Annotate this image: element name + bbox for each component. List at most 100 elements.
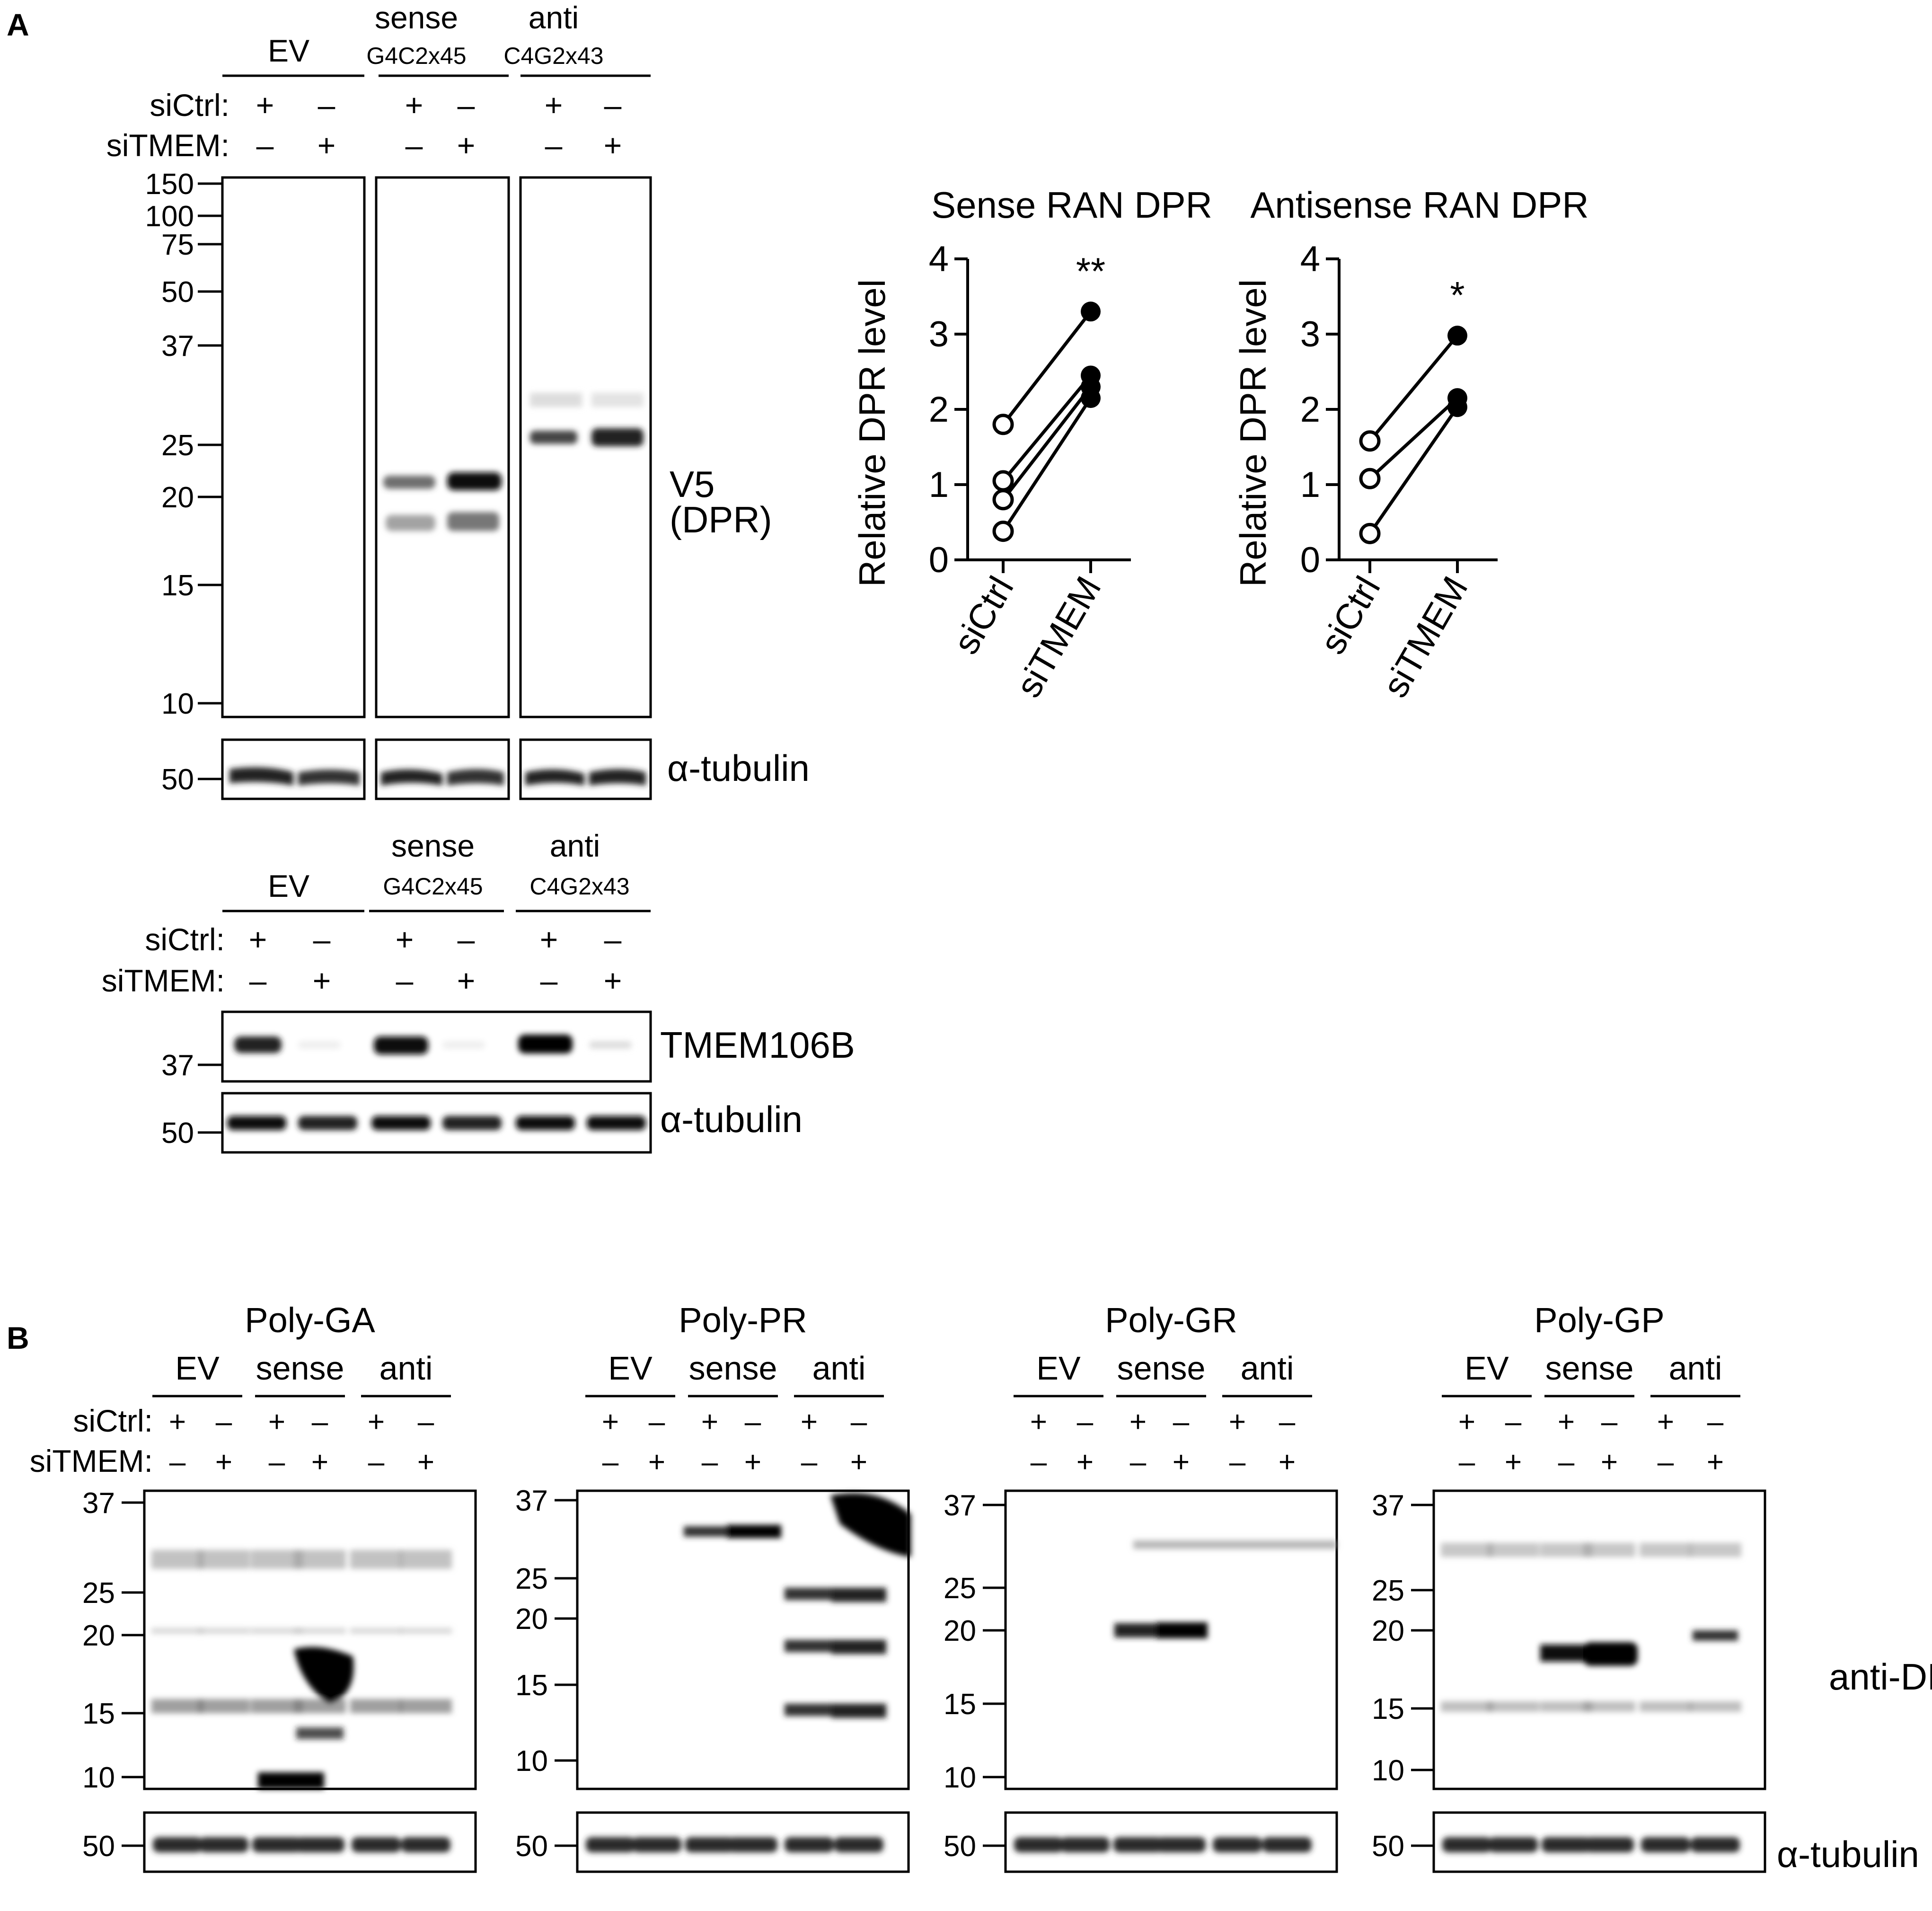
group-label: sense: [689, 1350, 777, 1387]
sign: +: [744, 1446, 761, 1478]
blot-bands: [151, 1550, 452, 1789]
mw-marker: 37: [161, 330, 194, 363]
mw-marker: 15: [944, 1688, 976, 1721]
mw-marker: 20: [944, 1615, 976, 1647]
sign: –: [406, 128, 423, 163]
paired-sample: [992, 388, 1101, 542]
mw-marker: 15: [161, 569, 194, 602]
paired-sample: [1359, 326, 1467, 452]
pair-line: [1002, 397, 1092, 532]
group-label: EV: [1036, 1350, 1081, 1387]
y-tick-label: 1: [929, 465, 949, 505]
tubulin-bands: [586, 1837, 883, 1852]
y-tick-label: 3: [1300, 314, 1320, 354]
mw-marker: 25: [515, 1563, 548, 1595]
mw-marker: 100: [145, 200, 194, 233]
sign: +: [1030, 1406, 1047, 1438]
tubulin-mw: 50: [944, 1830, 976, 1863]
group-label: anti: [379, 1350, 433, 1387]
group-sublabel-sense: G4C2x45: [383, 873, 483, 900]
group-sublabel-anti: C4G2x43: [529, 873, 629, 900]
mw-marker: 20: [1372, 1615, 1404, 1647]
tubulin-mw: 50: [515, 1830, 548, 1863]
panel-a-letter: A: [7, 7, 29, 42]
pair-line: [1368, 397, 1459, 480]
group-sublabel-anti: C4G2x43: [503, 43, 603, 69]
sign: –: [602, 1446, 619, 1478]
sign: –: [312, 1406, 328, 1438]
sictrl-point: [992, 414, 1014, 435]
group-label-sense: sense: [391, 828, 475, 863]
sign: +: [405, 88, 423, 123]
mw-marker: 37: [82, 1487, 115, 1520]
mw-marker: 15: [82, 1698, 115, 1730]
mw-marker: 25: [944, 1572, 976, 1605]
y-tick-label: 0: [1300, 540, 1320, 580]
tubulin-mw: 50: [161, 763, 194, 796]
tubulin-label: α-tubulin: [667, 747, 810, 789]
sign: +: [801, 1406, 818, 1438]
sign: –: [1031, 1446, 1047, 1478]
blot-bands: [1441, 1543, 1741, 1712]
sign: +: [313, 963, 331, 998]
sign: +: [1707, 1446, 1724, 1478]
sign: +: [169, 1406, 186, 1438]
blot-bands: [1114, 1540, 1337, 1638]
mw-marker: 50: [161, 276, 194, 309]
blot-bands: [684, 1493, 911, 1718]
sign: +: [457, 963, 476, 998]
sign: +: [1601, 1446, 1618, 1478]
chart-sense-ran-dpr: Sense RAN DPR Relative DPR level 0 1 2 3 4 si…: [851, 184, 1212, 704]
sitmem-point: [1447, 397, 1467, 417]
tubulin-bands: [1014, 1837, 1312, 1852]
mw-marker: 10: [944, 1761, 976, 1794]
chart-title: Sense RAN DPR: [931, 184, 1212, 226]
sign: +: [850, 1446, 867, 1478]
sign: –: [418, 1406, 434, 1438]
v5-label: V5: [670, 463, 715, 505]
blot-title: Poly-GA: [245, 1301, 375, 1340]
mw-marker: 25: [82, 1577, 115, 1610]
tubulin-mw: 50: [1372, 1830, 1404, 1863]
y-tick-label: 3: [929, 314, 949, 354]
sign: –: [702, 1446, 718, 1478]
sitmem-point: [1081, 388, 1101, 408]
sign: +: [1076, 1446, 1094, 1478]
sign: –: [801, 1446, 818, 1478]
sign: –: [169, 1446, 186, 1478]
tubulin-blot-1: 50: [161, 738, 652, 800]
group-label: sense: [1545, 1350, 1634, 1387]
sign: +: [1279, 1446, 1296, 1478]
sign: +: [368, 1406, 385, 1438]
panel-b-letter: B: [7, 1320, 29, 1355]
mw-marker: 37: [944, 1489, 976, 1522]
sictrl-point: [992, 521, 1014, 542]
pair-line: [1002, 386, 1092, 501]
group-label-anti: anti: [550, 828, 600, 863]
sign: –: [649, 1406, 665, 1438]
group-label: anti: [1669, 1350, 1722, 1387]
sign: +: [215, 1446, 232, 1478]
sign: +: [540, 922, 558, 957]
mw-marker: 10: [161, 688, 194, 720]
sign: +: [1657, 1406, 1674, 1438]
sign: +: [249, 922, 267, 957]
sign: +: [648, 1446, 665, 1478]
sign: +: [701, 1406, 718, 1438]
sign: –: [368, 1446, 385, 1478]
group-label: sense: [1117, 1350, 1206, 1387]
significance-marker: **: [1076, 250, 1105, 292]
blot-title: Poly-GR: [1105, 1301, 1237, 1340]
y-axis-label: Relative DPR level: [1232, 279, 1274, 587]
sitmem-point: [1081, 301, 1101, 322]
mw-marker: 25: [161, 429, 194, 462]
dpr-mw-markers: 150 100 75 50 37 25 20 15 10: [145, 168, 221, 720]
sign: –: [216, 1406, 232, 1438]
sictrl-point: [1359, 522, 1381, 544]
sictrl-point: [992, 489, 1014, 511]
paired-sample: [1359, 397, 1467, 544]
